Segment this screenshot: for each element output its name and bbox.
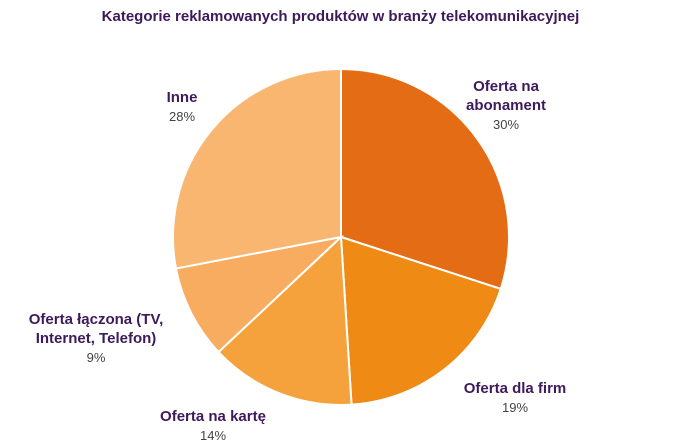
pie-slice-oferta-na-kartę <box>217 234 353 407</box>
pie-slice-oferta-dla-firm <box>339 235 503 406</box>
slice-name-line-2: Internet, Telefon) <box>35 330 157 347</box>
slice-name-line-2: abonament <box>465 97 546 114</box>
slice-value: 9% <box>86 350 106 365</box>
slice-label-oferta-na-karte: Oferta na kartę 14% <box>138 407 288 445</box>
slice-label-oferta-dla-firm: Oferta dla firm 19% <box>440 379 590 417</box>
slice-value: 14% <box>199 428 227 443</box>
slice-value: 19% <box>501 400 529 415</box>
slice-label-inne: Inne 28% <box>142 88 222 126</box>
chart-title: Kategorie reklamowanych produktów w bran… <box>101 8 580 25</box>
slice-name-line-1: Oferta na kartę <box>160 408 266 425</box>
pie-slice-oferta-na-abonament <box>340 67 511 291</box>
slice-value: 30% <box>492 117 520 132</box>
pie-slice-oferta-łączona-tv-internet-telefon <box>174 235 345 354</box>
slice-name-line-1: Oferta łączona (TV, <box>28 311 164 328</box>
pie-slice-inne <box>172 67 342 270</box>
slice-label-oferta-na-abonament: Oferta na abonament 30% <box>436 77 576 134</box>
slice-value: 28% <box>168 109 196 124</box>
slice-name-line-1: Oferta dla firm <box>463 380 567 397</box>
slice-name-line-1: Oferta na <box>473 78 539 95</box>
slice-name-line-1: Inne <box>166 89 198 106</box>
slice-label-oferta-laczona: Oferta łączona (TV, Internet, Telefon) 9… <box>6 310 186 367</box>
